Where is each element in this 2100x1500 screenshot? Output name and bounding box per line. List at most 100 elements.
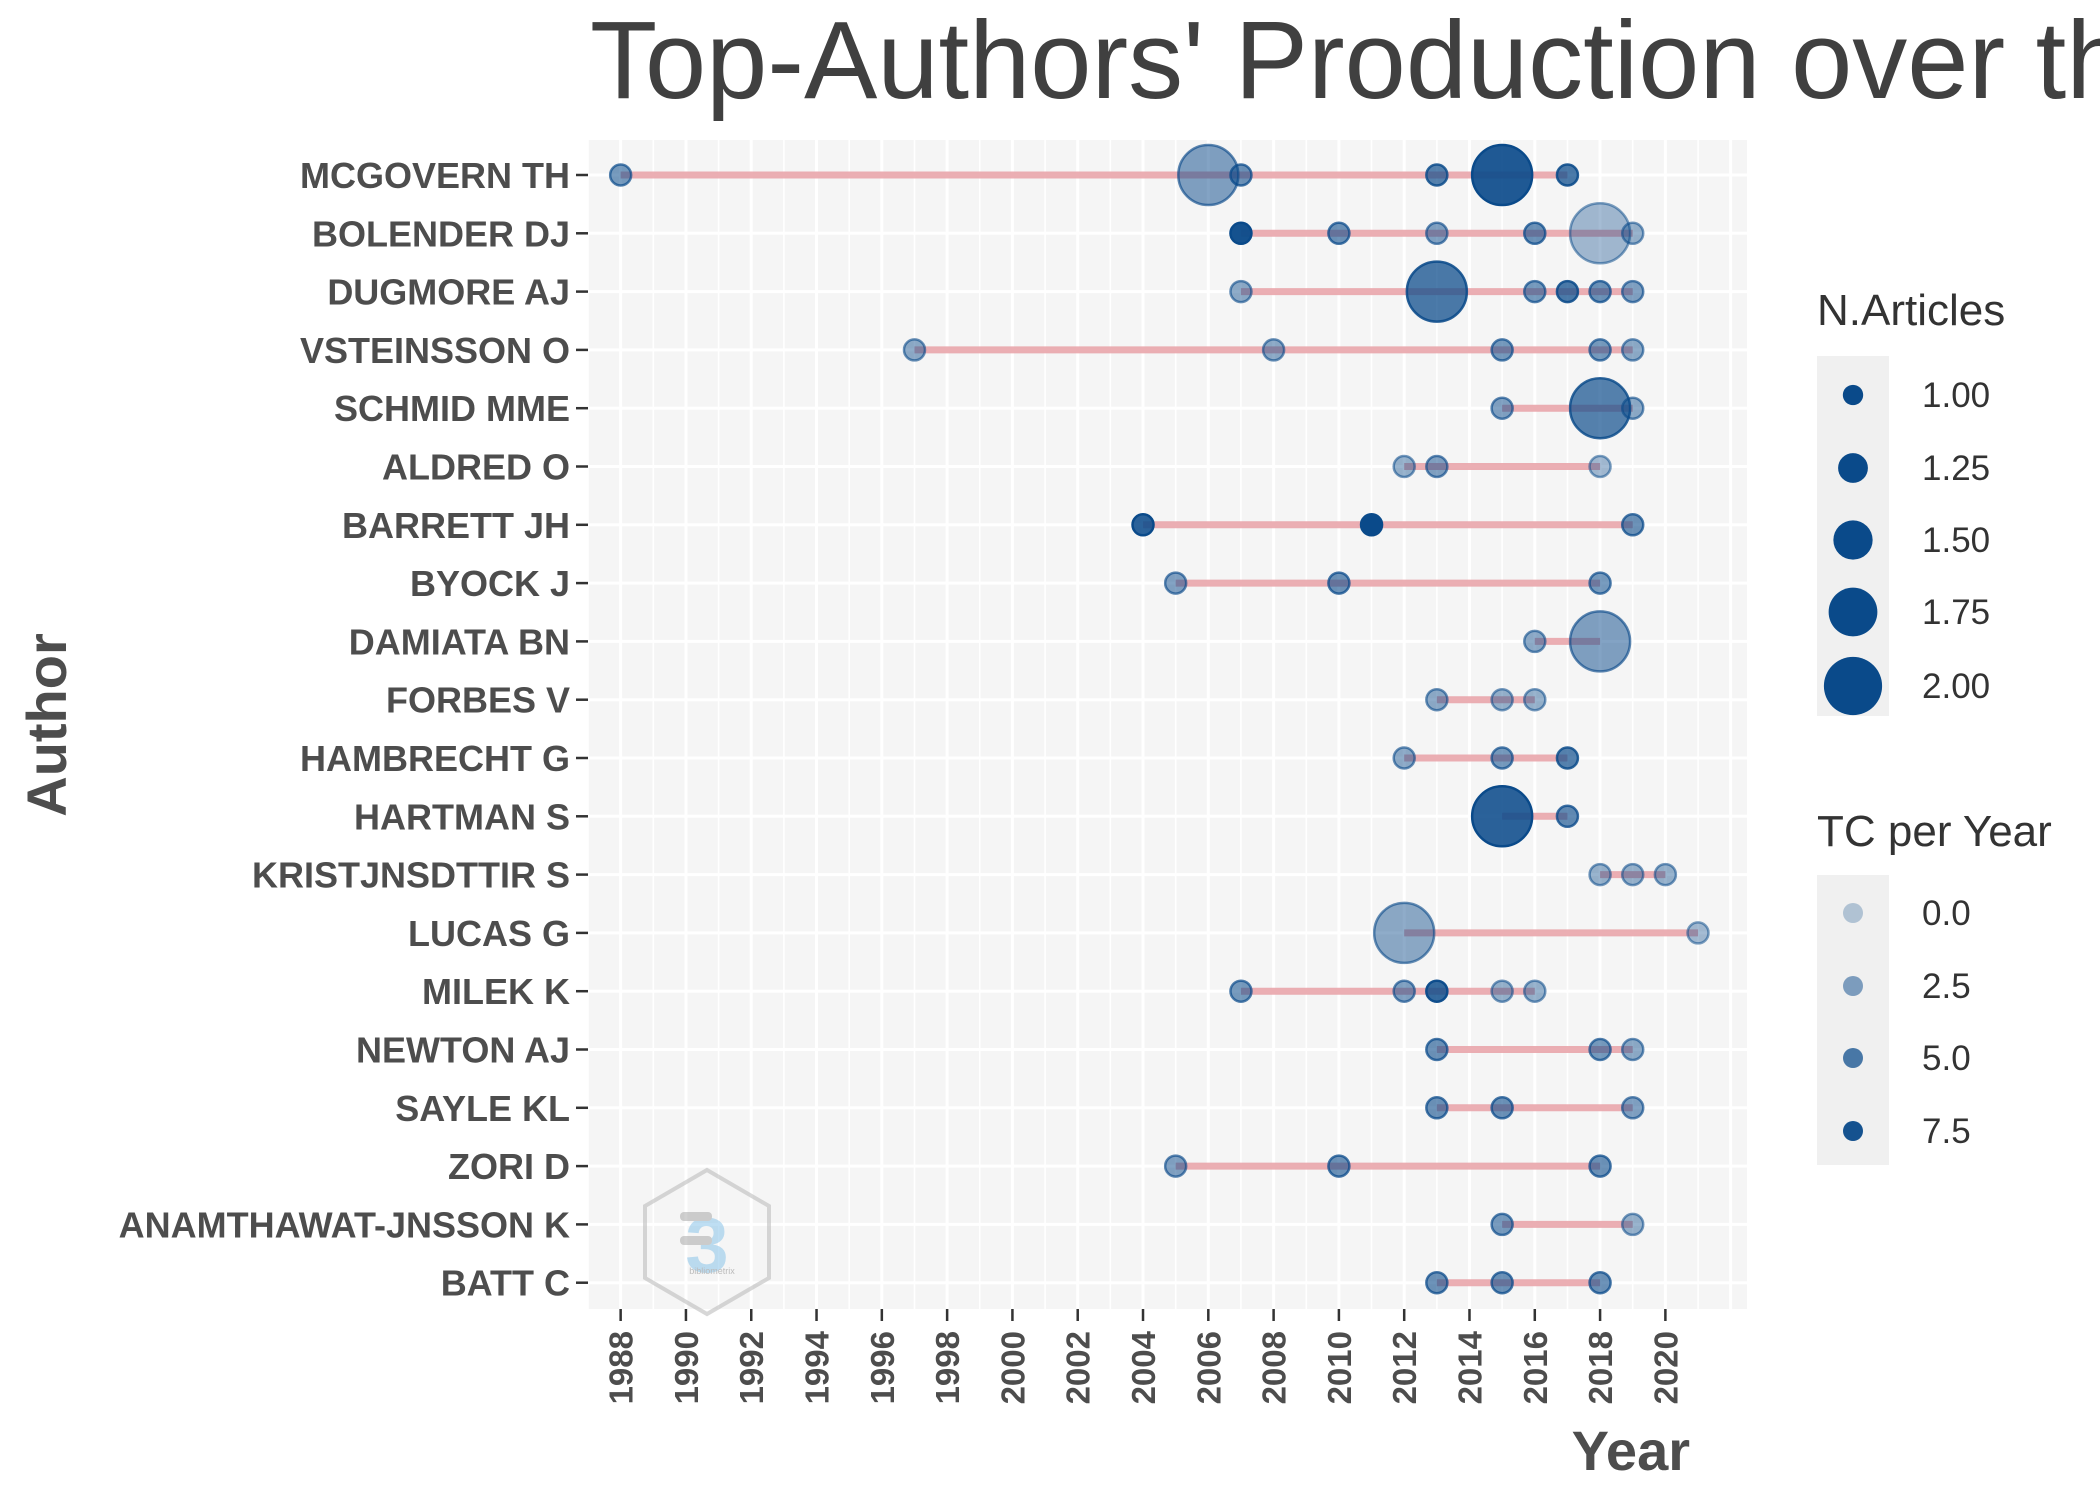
year-label: 1988: [603, 1331, 640, 1404]
data-point: [1470, 143, 1534, 207]
year-label: 2020: [1647, 1331, 1684, 1404]
author-label: KRISTJNSDTTIR S: [252, 855, 570, 896]
data-points: [608, 143, 1710, 1295]
legend-size-key: [1842, 384, 1864, 406]
author-label: BARRETT JH: [342, 505, 570, 546]
author-label: LUCAS G: [408, 913, 570, 954]
data-point: [1327, 1154, 1351, 1178]
author-label: VSTEINSSON O: [300, 330, 570, 371]
legend-size-label: 1.25: [1922, 449, 1990, 488]
year-label: 2006: [1190, 1331, 1227, 1404]
data-point: [1163, 1154, 1188, 1178]
data-point: [1372, 901, 1436, 965]
year-label: 2002: [1060, 1331, 1097, 1404]
legend-color-label: 2.5: [1922, 967, 1971, 1006]
legend-n-articles: N.Articles 1.00 1.25 1.50 1.75 2.00: [1817, 286, 2005, 716]
author-label: ZORI D: [448, 1146, 570, 1187]
author-label: BATT C: [441, 1263, 570, 1304]
year-label: 2010: [1321, 1331, 1358, 1404]
data-point: [1555, 163, 1580, 187]
author-label: DAMIATA BN: [349, 621, 570, 662]
data-point: [1555, 804, 1580, 829]
legend-size-key: [1838, 453, 1868, 483]
data-point: [1490, 396, 1514, 420]
author-label: BOLENDER DJ: [312, 213, 570, 254]
data-point: [1229, 279, 1253, 304]
data-point: [1425, 221, 1449, 246]
legend-color-title: TC per Year: [1817, 807, 2052, 856]
data-point: [1229, 979, 1253, 1003]
data-point: [1588, 862, 1612, 887]
data-point: [608, 163, 633, 187]
legend-color-key: [1843, 903, 1863, 923]
data-point: [1620, 862, 1645, 887]
data-point: [1523, 279, 1547, 304]
data-point: [1620, 1212, 1645, 1237]
data-point: [1327, 571, 1351, 595]
year-label: 1998: [929, 1331, 966, 1404]
data-point: [1490, 1212, 1514, 1237]
year-label: 2014: [1451, 1330, 1488, 1404]
data-point: [1470, 785, 1534, 848]
year-label: 2012: [1386, 1331, 1423, 1404]
data-point: [1523, 221, 1547, 246]
data-point: [1490, 687, 1514, 712]
legend-size-label: 1.00: [1922, 376, 1990, 415]
logo-hexagon: [643, 1167, 771, 1317]
data-point: [1490, 1096, 1514, 1120]
data-point: [1588, 1154, 1612, 1178]
data-point: [1425, 687, 1449, 712]
data-point: [1523, 629, 1547, 654]
data-point: [1568, 202, 1632, 265]
data-point: [1327, 221, 1351, 246]
data-point: [1588, 279, 1612, 304]
data-point: [1490, 1270, 1514, 1295]
data-point: [1523, 979, 1547, 1003]
data-point: [1425, 163, 1449, 187]
legend-color-label: 7.5: [1922, 1112, 1971, 1151]
author-label: MILEK K: [422, 971, 570, 1012]
author-label: HAMBRECHT G: [300, 738, 570, 779]
data-point: [1131, 513, 1155, 537]
legend-size-label: 1.50: [1922, 521, 1990, 560]
logo-bar-top: [680, 1212, 712, 1221]
legend-size-key: [1823, 656, 1883, 716]
y-axis: MCGOVERN TH BOLENDER DJ DUGMORE AJ VSTEINSS…: [119, 155, 588, 1304]
year-label: 2018: [1582, 1331, 1619, 1404]
year-label: 2008: [1256, 1331, 1293, 1404]
data-point: [1588, 338, 1612, 362]
year-label: 2000: [994, 1331, 1031, 1404]
author-label: SAYLE KL: [395, 1088, 570, 1129]
data-point: [1163, 571, 1188, 595]
chart-title: Top-Authors' Production over the T: [590, 0, 2100, 122]
x-axis-title: Year: [1572, 1419, 1690, 1482]
year-label: 1990: [668, 1331, 705, 1404]
author-label: FORBES V: [386, 680, 570, 721]
data-point: [1555, 279, 1580, 304]
author-label: HARTMAN S: [354, 796, 570, 837]
data-point: [1392, 746, 1416, 770]
data-point: [1523, 687, 1547, 712]
data-point: [1555, 746, 1580, 770]
plot-panel: [588, 140, 1747, 1309]
data-point: [1425, 1037, 1449, 1062]
author-label: BYOCK J: [410, 563, 570, 604]
y-axis-title: Author: [15, 633, 78, 817]
data-point: [1490, 746, 1514, 770]
data-point: [1588, 571, 1612, 595]
legend-size-key: [1833, 520, 1873, 560]
data-point: [1568, 610, 1632, 673]
x-axis: 1988 1990 1992 1994 1996 1998 2000 2002 2004 2006…: [603, 1309, 1684, 1404]
logo-text: bibliometrix: [689, 1266, 735, 1276]
data-point: [1620, 513, 1645, 537]
data-point: [1392, 979, 1416, 1003]
author-timelines: [620, 171, 1699, 1287]
legend-color-key: [1843, 1121, 1863, 1141]
data-point: [1392, 454, 1416, 479]
year-label: 2004: [1125, 1330, 1162, 1404]
data-point: [1620, 1096, 1645, 1120]
data-point: [1588, 454, 1612, 479]
legend-color-keybg: [1817, 875, 1889, 1165]
data-point: [1588, 1037, 1612, 1062]
